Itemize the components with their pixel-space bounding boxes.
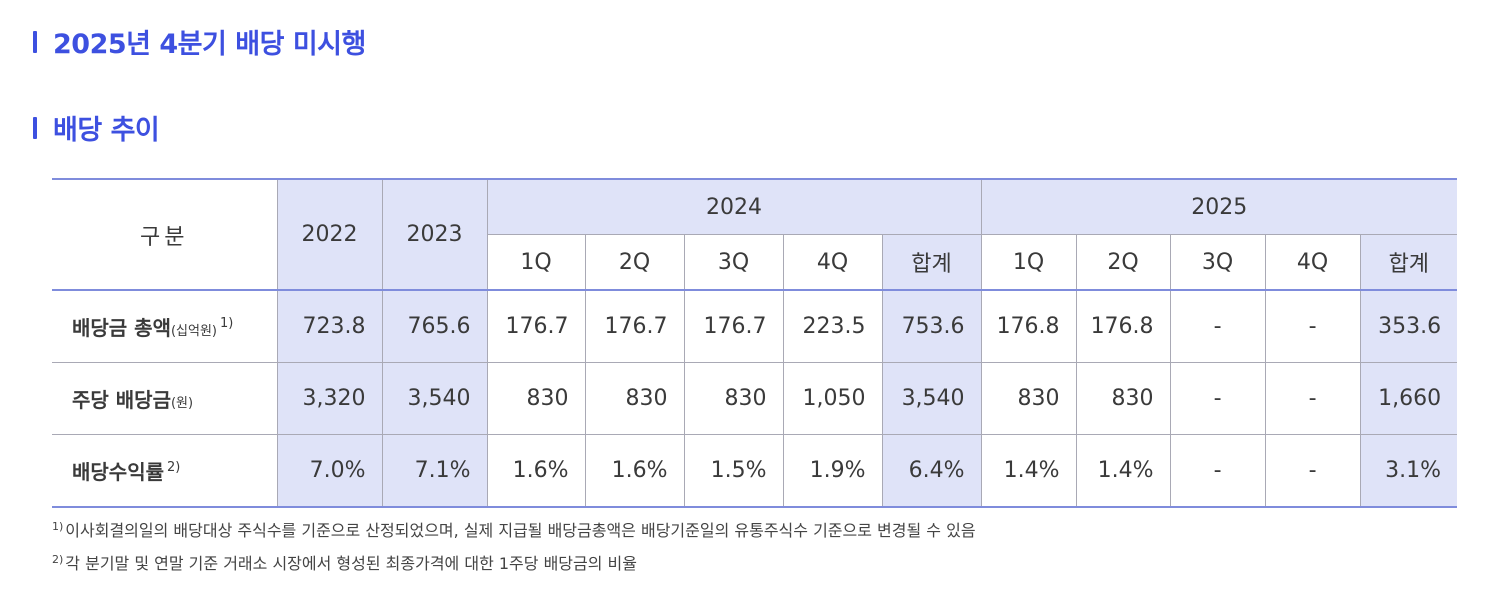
corner-header: 구분 <box>52 178 278 291</box>
notice-title: 2025년 4분기 배당 미시행 <box>33 22 366 61</box>
header-2024-4q: 4Q <box>782 234 883 291</box>
row-unit: (원) <box>170 396 194 411</box>
section-title-text: 배당 추이 <box>53 115 160 146</box>
header-row-quarters: 1Q 2Q 3Q 4Q 합계 1Q 2Q 3Q 4Q 합계 <box>52 234 1458 291</box>
dividend-trend-table: 구분 2022 2023 2024 2025 1Q 2Q 3Q 4Q 합계 1Q… <box>52 178 1458 508</box>
section-title: 배당 추이 <box>33 108 160 147</box>
cell-2025-3q: - <box>1169 434 1266 508</box>
cell-2025-2q: 176.8 <box>1075 289 1171 363</box>
cell-2022: 7.0% <box>276 434 383 508</box>
footnote-marker: 2) <box>52 553 64 566</box>
header-year-2025: 2025 <box>980 178 1458 235</box>
cell-2022: 3,320 <box>276 362 383 435</box>
row-label: 주당 배당금(원) <box>52 362 278 435</box>
cell-2025-total: 3.1% <box>1359 434 1458 508</box>
header-2025-1q: 1Q <box>980 234 1077 291</box>
header-2025-total: 합계 <box>1359 234 1458 291</box>
cell-2025-1q: 1.4% <box>980 434 1077 508</box>
header-2024-total: 합계 <box>881 234 982 291</box>
cell-2024-2q: 1.6% <box>584 434 685 508</box>
cell-2024-1q: 830 <box>486 362 586 435</box>
header-row-years: 구분 2022 2023 2024 2025 <box>52 178 1458 291</box>
cell-2024-4q: 1.9% <box>782 434 883 508</box>
cell-2025-4q: - <box>1264 434 1361 508</box>
title-accent-bar <box>33 116 37 139</box>
cell-2023: 3,540 <box>381 362 488 435</box>
row-label: 배당수익률 2) <box>52 434 278 508</box>
cell-2025-4q: - <box>1264 362 1361 435</box>
cell-2025-1q: 176.8 <box>980 289 1077 363</box>
row-unit: (십억원) <box>170 324 217 339</box>
cell-2025-3q: - <box>1169 289 1266 363</box>
cell-2024-total: 3,540 <box>881 362 982 435</box>
header-2025-4q: 4Q <box>1264 234 1361 291</box>
cell-2022: 723.8 <box>276 289 383 363</box>
cell-2024-3q: 1.5% <box>683 434 784 508</box>
row-label: 배당금 총액(십억원)1) <box>52 289 278 363</box>
cell-2025-2q: 1.4% <box>1075 434 1171 508</box>
cell-2024-4q: 223.5 <box>782 289 883 363</box>
footnote-ref: 1) <box>220 316 234 331</box>
footnotes: 1) 이사회결의일의 배당대상 주식수를 기준으로 산정되었으며, 실제 지급될 … <box>52 512 976 578</box>
cell-2024-total: 6.4% <box>881 434 982 508</box>
cell-2024-2q: 176.7 <box>584 289 685 363</box>
cell-2024-3q: 830 <box>683 362 784 435</box>
cell-2025-4q: - <box>1264 289 1361 363</box>
cell-2024-2q: 830 <box>584 362 685 435</box>
header-2024-1q: 1Q <box>487 234 586 291</box>
header-2024-3q: 3Q <box>683 234 784 291</box>
header-2025-2q: 2Q <box>1075 234 1171 291</box>
cell-2023: 765.6 <box>381 289 488 363</box>
cell-2024-3q: 176.7 <box>683 289 784 363</box>
footnote-marker: 1) <box>52 520 64 533</box>
header-year-2022: 2022 <box>276 178 383 291</box>
cell-2025-2q: 830 <box>1075 362 1171 435</box>
cell-2024-total: 753.6 <box>881 289 982 363</box>
cell-2024-4q: 1,050 <box>782 362 883 435</box>
footnote-text: 각 분기말 및 연말 기준 거래소 시장에서 형성된 최종가격에 대한 1주당 … <box>65 554 637 573</box>
header-2024-2q: 2Q <box>584 234 685 291</box>
title-accent-bar <box>33 30 37 53</box>
table-row-total-dividend: 배당금 총액(십억원)1) 723.8 765.6 176.7 176.7 17… <box>52 289 1458 363</box>
table-row-dividend-yield: 배당수익률 2) 7.0% 7.1% 1.6% 1.6% 1.5% 1.9% 6.… <box>52 434 1458 508</box>
footnote-2: 2) 각 분기말 및 연말 기준 거래소 시장에서 형성된 최종가격에 대한 1주… <box>52 545 976 578</box>
footnote-1: 1) 이사회결의일의 배당대상 주식수를 기준으로 산정되었으며, 실제 지급될 … <box>52 512 976 545</box>
footnote-ref: 2) <box>167 460 181 475</box>
cell-2024-1q: 1.6% <box>486 434 586 508</box>
header-year-2023: 2023 <box>381 178 488 291</box>
cell-2023: 7.1% <box>381 434 488 508</box>
footnote-text: 이사회결의일의 배당대상 주식수를 기준으로 산정되었으며, 실제 지급될 배당… <box>65 521 976 540</box>
cell-2025-3q: - <box>1169 362 1266 435</box>
cell-2024-1q: 176.7 <box>486 289 586 363</box>
table-row-dividend-per-share: 주당 배당금(원) 3,320 3,540 830 830 830 1,050 … <box>52 362 1458 435</box>
cell-2025-1q: 830 <box>980 362 1077 435</box>
cell-2025-total: 353.6 <box>1359 289 1458 363</box>
notice-title-text: 2025년 4분기 배당 미시행 <box>53 29 366 60</box>
header-year-2024: 2024 <box>486 178 982 235</box>
header-2025-3q: 3Q <box>1169 234 1266 291</box>
cell-2025-total: 1,660 <box>1359 362 1458 435</box>
